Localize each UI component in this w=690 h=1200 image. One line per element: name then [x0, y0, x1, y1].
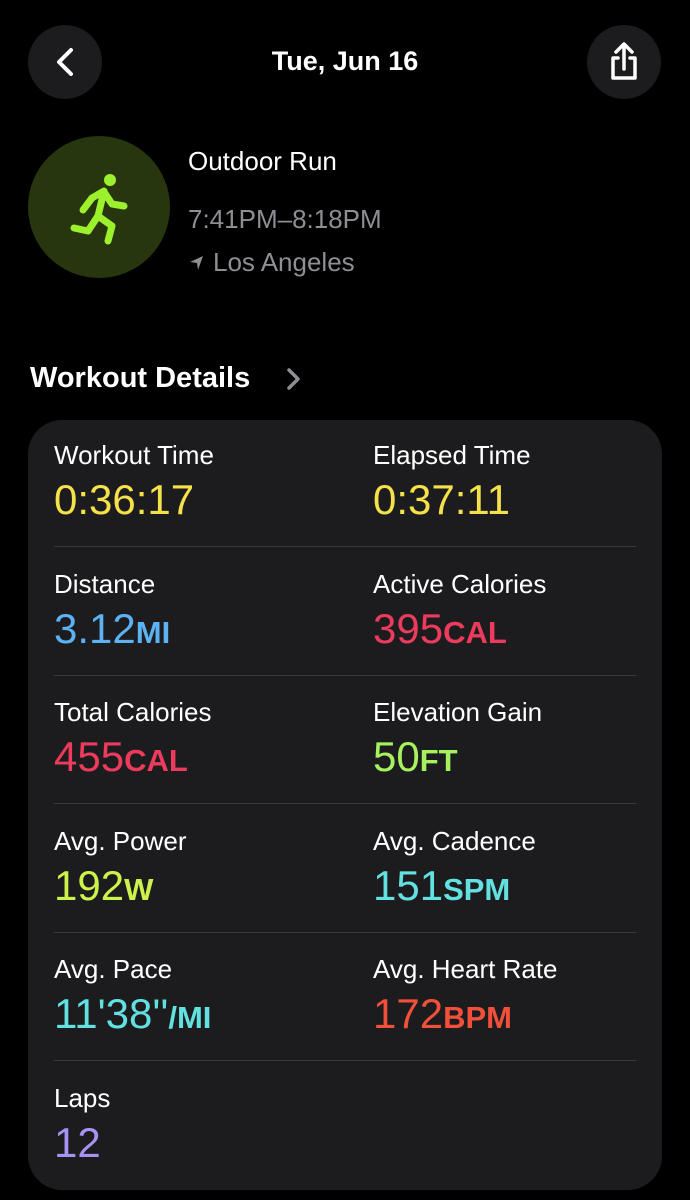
metric-unit: SPM [443, 871, 511, 907]
workout-time: 7:41PM–8:18PM [188, 204, 382, 234]
metric-number: 3.12 [54, 604, 136, 652]
metric-number: 455 [54, 733, 125, 780]
back-button[interactable] [28, 25, 102, 99]
metric-label: Laps [54, 1082, 111, 1113]
chevron [287, 368, 300, 390]
metric-label: Avg. Power [54, 825, 187, 856]
metric-label: Elevation Gain [373, 697, 543, 727]
metric-label: Active Calories [373, 568, 547, 599]
metric-value: 172BPM [373, 990, 512, 1038]
workout-icon [28, 136, 170, 278]
metric-label: Total Calories [54, 697, 212, 727]
metric-value: 151SPM [373, 862, 510, 910]
details-title[interactable]: Workout Details [30, 362, 251, 394]
metric-number: 172 [373, 990, 444, 1037]
metric-value: 0:36:17 [54, 476, 194, 524]
metric-number: 0:36:17 [54, 476, 195, 523]
metric-label: Avg. Pace [54, 954, 173, 984]
metric-value: 12 [54, 1119, 101, 1167]
metric-value: 455CAL [54, 733, 188, 781]
metric-unit: CAL [124, 743, 188, 778]
metric-unit: CAL [443, 614, 507, 650]
header-title: Tue, Jun 16 [271, 46, 419, 76]
metric-value: 192W [54, 862, 153, 910]
back-icon [57, 48, 73, 76]
metric-value: 50FT [373, 733, 458, 781]
metric-unit: W [124, 871, 154, 907]
metric-number: 395 [373, 604, 444, 652]
metric-label: Distance [54, 568, 156, 599]
share-button[interactable] [587, 25, 661, 99]
workout-location: Los Angeles [213, 247, 355, 277]
metric-label: Avg. Cadence [373, 825, 536, 856]
separator [54, 803, 636, 804]
metric-number: 151 [373, 861, 444, 909]
separator [54, 931, 636, 933]
details-card: Workout Time 0:36:17 Elapsed Time 0:37:11 Di… [28, 420, 662, 1190]
metric-value: 395CAL [373, 605, 507, 653]
metric-number: 192 [54, 861, 125, 909]
metric-label: Avg. Heart Rate [373, 954, 558, 984]
metric-unit: BPM [443, 1000, 512, 1035]
separator [54, 546, 636, 547]
metric-number: 11'38'' [54, 990, 169, 1037]
separator [54, 674, 636, 676]
metric-number: 50 [373, 733, 420, 780]
metric-label: Workout Time [54, 440, 214, 470]
metric-value: 3.12MI [54, 605, 170, 653]
metric-unit: FT [419, 743, 458, 778]
metric-number: 12 [54, 1118, 101, 1166]
share-icon [611, 42, 637, 80]
metric-value: 11'38''/MI [54, 990, 211, 1038]
metric-number: 0:37:11 [373, 476, 511, 523]
metric-unit: /MI [168, 1000, 212, 1035]
workout-name: Outdoor Run [188, 146, 337, 176]
metric-label: Elapsed Time [373, 440, 531, 470]
separator [54, 1060, 636, 1061]
metric-value: 0:37:11 [373, 476, 510, 524]
location-icon [190, 256, 203, 270]
metric-unit: MI [135, 614, 171, 650]
